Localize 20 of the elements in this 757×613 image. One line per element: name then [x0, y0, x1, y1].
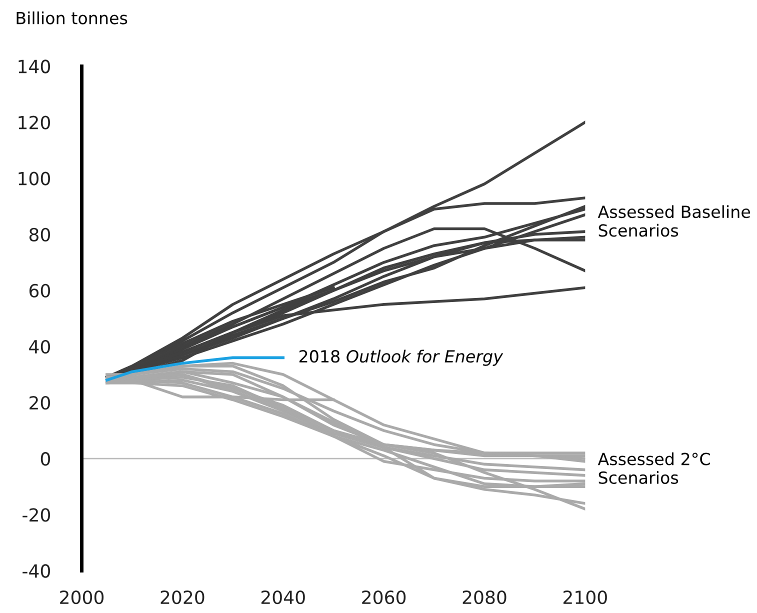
y-tick-label: 140 — [18, 60, 50, 74]
annotation: 2018 Outlook for Energy — [299, 350, 504, 366]
y-tick-label: 100 — [18, 172, 50, 186]
y-tick-label: 0 — [40, 452, 50, 466]
y-tick-label: -20 — [22, 508, 50, 522]
x-tick-label: 2040 — [261, 590, 305, 604]
x-tick-label: 2060 — [362, 590, 406, 604]
y-tick-label: -40 — [22, 564, 50, 578]
y-axis-title: Billion tonnes — [16, 11, 128, 24]
y-tick-label: 20 — [30, 396, 50, 410]
text: Assessed 2°C Scenarios — [598, 452, 710, 484]
text: Assessed Baseline Scenarios — [598, 205, 750, 237]
y-tick-label: 80 — [29, 228, 50, 242]
x-tick-label: 2000 — [60, 590, 104, 604]
x-tick-label: 2100 — [564, 590, 607, 604]
x-tick-label: 2080 — [462, 590, 506, 604]
y-tick-label: 40 — [29, 340, 50, 354]
y-tick-label: 120 — [18, 116, 50, 130]
y-tick-label: 60 — [29, 284, 50, 298]
x-tick-label: 2020 — [160, 590, 204, 604]
